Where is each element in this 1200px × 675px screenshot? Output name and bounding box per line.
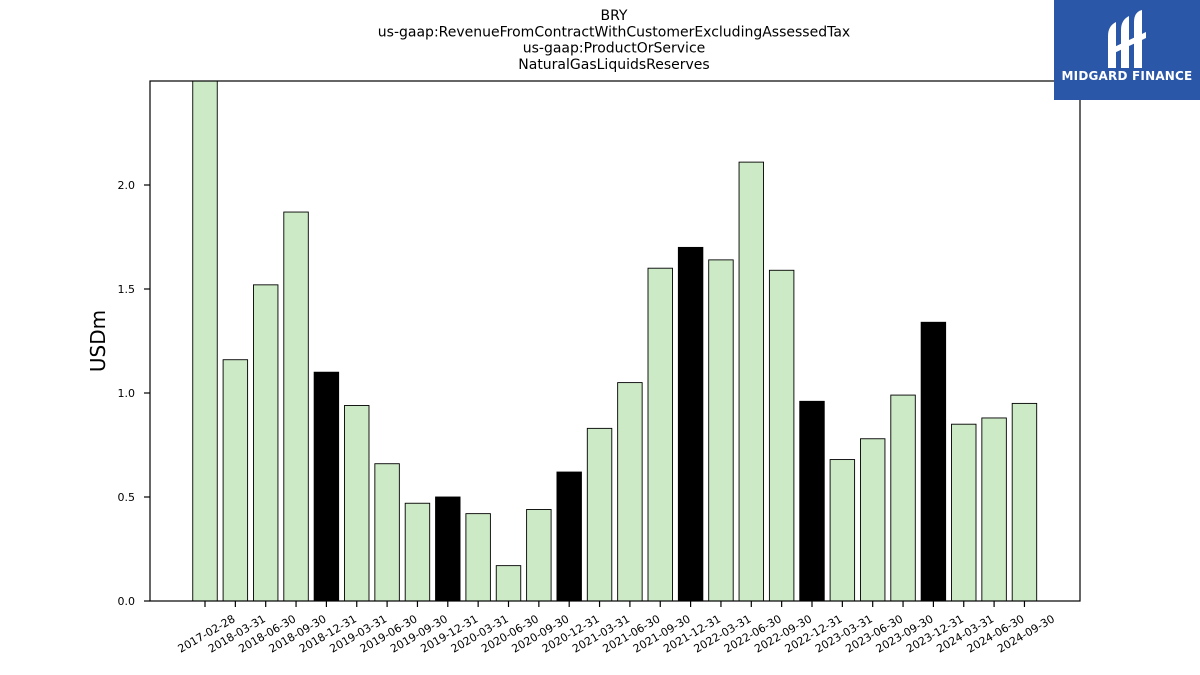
- bars-group: [192, 80, 1038, 602]
- bar-2024-03-31: [951, 423, 977, 602]
- bar-2024-06-30: [981, 417, 1007, 602]
- chart-title-line: us-gaap:RevenueFromContractWithCustomerE…: [378, 24, 850, 40]
- bar-2022-12-31: [799, 400, 825, 602]
- plot-frame: [149, 80, 1081, 602]
- logo-mark-icon: [1108, 10, 1146, 68]
- bar-2019-06-30: [374, 463, 400, 602]
- bar-2023-06-30: [860, 438, 886, 602]
- y-tick-label: 0.5: [118, 491, 136, 504]
- bar-2020-06-30: [495, 565, 522, 602]
- bar-2019-09-30: [404, 502, 431, 602]
- bar-2018-12-31: [313, 371, 340, 602]
- bar-2022-06-30: [738, 161, 764, 602]
- bar-2021-12-31: [677, 246, 704, 602]
- logo-text: MIDGARD FINANCE: [1061, 69, 1193, 83]
- y-tick-label: 1.5: [118, 283, 136, 296]
- y-tick-label: 2.0: [118, 179, 136, 192]
- bar-2022-09-30: [768, 269, 795, 602]
- bar-2023-12-31: [920, 321, 947, 602]
- chart-title-line: BRY: [601, 8, 628, 24]
- bar-2020-03-31: [465, 513, 491, 602]
- y-axis: 0.0 0.5 1.0 1.5 2.0: [118, 179, 150, 608]
- bar-2018-09-30: [283, 211, 309, 602]
- chart-title: BRYus-gaap:RevenueFromContractWithCustom…: [378, 8, 850, 73]
- y-tick-label: 1.0: [118, 387, 136, 400]
- bar-2021-03-31: [586, 427, 613, 602]
- bar-2022-03-31: [708, 259, 734, 602]
- x-axis: 2017-02-282018-03-312018-06-302018-09-30…: [176, 601, 1057, 656]
- bar-2019-12-31: [435, 496, 461, 602]
- bar-2018-06-30: [252, 284, 279, 602]
- bar-2023-03-31: [829, 459, 856, 602]
- y-tick-label: 0.0: [118, 595, 136, 608]
- chart-title-line: us-gaap:ProductOrService: [523, 41, 706, 57]
- bar-2020-09-30: [526, 509, 552, 602]
- bar-2017-02-28: [192, 80, 218, 602]
- bar-2021-09-30: [647, 267, 673, 602]
- y-axis-label: USDm: [86, 310, 110, 372]
- bar-2019-03-31: [344, 405, 370, 602]
- chart-title-line: NaturalGasLiquidsReserves: [518, 57, 709, 73]
- bar-2018-03-31: [222, 359, 249, 602]
- bar-2020-12-31: [556, 471, 582, 602]
- bar-2021-06-30: [617, 382, 643, 602]
- bar-2023-09-30: [890, 394, 916, 602]
- midgard-finance-logo: MIDGARD FINANCE: [1054, 0, 1200, 100]
- bar-2024-09-30: [1011, 402, 1038, 602]
